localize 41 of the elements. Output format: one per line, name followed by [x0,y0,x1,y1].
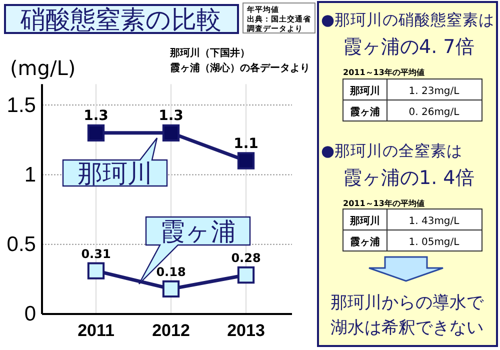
text: 那珂川からの導水で [330,293,484,313]
data-label: 1.3 [158,108,184,124]
point [87,124,105,142]
data-label: 1.3 [84,108,108,124]
data-label: 0.18 [156,264,186,279]
text: 1. 43mg/L [408,216,460,227]
chart-subtitle: 那珂川（下国井） [169,47,250,59]
text: 那珂川 [349,215,380,227]
y-tick-label: 0.5 [6,233,36,256]
x-tick-label: 2012 [152,321,190,340]
text: 霞ヶ浦 [350,106,380,118]
text: 湖水は希釈できない [330,318,484,338]
y-axis-title: (mg/L) [10,56,76,80]
x-tick-label: 2011 [78,321,114,340]
data-label: 0.31 [81,246,111,261]
text: 2011～13年の平均値 [343,68,424,77]
chart-title: 硝酸態窒素の比較 [20,5,222,34]
point [162,124,180,142]
text: ●那珂川の全窒素は [321,142,463,160]
point [87,262,105,280]
text: 1. 05mg/L [408,237,460,248]
text: 0. 26mg/L [408,107,460,118]
text: 霞ヶ浦 [350,236,380,248]
point [237,266,255,284]
text: 霞ヶ浦（湖心）の各データより [170,62,310,74]
point [237,152,255,170]
series-label: 那珂川 [78,159,152,188]
data-label: 0.28 [231,250,261,265]
series-label: 霞ヶ浦 [160,217,236,246]
text: 1. 23mg/L [408,86,460,97]
text: ●那珂川の硝酸態窒素は [321,11,495,29]
y-tick-label: 0 [24,302,36,326]
y-tick-label: 1.5 [6,94,36,117]
data-label: 1.1 [234,136,258,152]
y-tick-label: 1 [24,163,36,186]
point [162,280,180,298]
x-tick-label: 2013 [227,321,265,340]
text: 霞ヶ浦の4. 7倍 [343,36,474,58]
text: 那珂川 [349,85,380,97]
text: 2011～13年の平均値 [343,199,424,208]
text: 霞ヶ浦の1. 4倍 [343,167,474,189]
